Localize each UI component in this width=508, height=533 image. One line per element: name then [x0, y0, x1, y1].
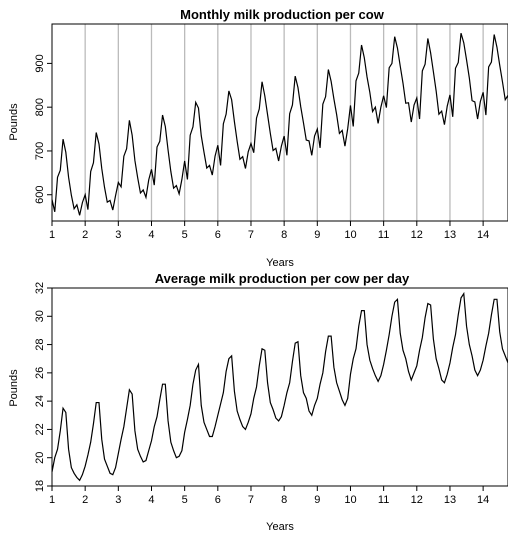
y-tick-label: 26: [34, 367, 46, 379]
x-tick-label: 7: [248, 229, 254, 241]
x-tick-label: 5: [182, 229, 188, 241]
x-tick-label: 4: [148, 229, 154, 241]
y-tick-label: 600: [34, 186, 46, 204]
x-tick-label: 9: [314, 229, 320, 241]
y-tick-label: 700: [34, 142, 46, 160]
x-axis-label: Years: [266, 257, 294, 269]
x-tick-label: 12: [411, 229, 423, 241]
y-tick-label: 32: [34, 282, 46, 294]
y-axis-label: Pounds: [8, 103, 20, 141]
x-tick-label: 14: [477, 494, 489, 506]
x-tick-label: 8: [281, 229, 287, 241]
x-tick-label: 13: [444, 229, 456, 241]
x-axis-ticks: 1 2 3 4 5 6 7 8 9 10 11 12 13 14: [49, 486, 489, 506]
x-tick-label: 14: [477, 229, 489, 241]
y-tick-label: 28: [34, 338, 46, 350]
x-tick-label: 1: [49, 494, 55, 506]
x-tick-label: 8: [281, 494, 287, 506]
y-tick-label: 22: [34, 423, 46, 435]
x-tick-label: 4: [148, 494, 154, 506]
x-tick-label: 2: [82, 229, 88, 241]
series-line: [51, 291, 508, 482]
x-tick-label: 10: [344, 229, 356, 241]
x-tick-label: 6: [215, 494, 221, 506]
chart-title: Average milk production per cow per day: [155, 271, 410, 286]
y-axis-label: Pounds: [8, 369, 20, 407]
x-tick-label: 13: [444, 494, 456, 506]
x-tick-label: 2: [82, 494, 88, 506]
x-tick-label: 12: [411, 494, 423, 506]
y-tick-label: 800: [34, 98, 46, 116]
y-tick-label: 30: [34, 310, 46, 322]
x-tick-label: 3: [115, 494, 121, 506]
year-gridlines: [84, 24, 484, 221]
x-tick-label: 9: [314, 494, 320, 506]
x-tick-label: 11: [378, 229, 389, 241]
monthly-production-chart: Monthly milk production per cow 600 700 80…: [8, 7, 508, 269]
x-tick-label: 5: [182, 494, 188, 506]
y-axis-ticks: 18 20 22 24 26 28 30 32: [34, 282, 52, 492]
x-tick-label: 10: [344, 494, 356, 506]
y-tick-label: 900: [34, 54, 46, 72]
x-axis-ticks: 1 2 3 4 5 6 7 8 9 10 11 12 13 14: [49, 221, 489, 241]
series-line: [51, 33, 508, 216]
x-tick-label: 3: [115, 229, 121, 241]
plot-frame: [51, 23, 508, 222]
y-tick-label: 20: [34, 452, 46, 464]
plot-frame: [51, 287, 508, 487]
y-axis-ticks: 600 700 800 900: [34, 54, 52, 204]
x-tick-label: 11: [378, 494, 389, 506]
chart-title: Monthly milk production per cow: [180, 7, 385, 22]
x-tick-label: 6: [215, 229, 221, 241]
x-axis-label: Years: [266, 521, 294, 533]
x-tick-label: 7: [248, 494, 254, 506]
daily-production-chart: Average milk production per cow per day …: [8, 271, 508, 533]
y-tick-label: 18: [34, 480, 46, 492]
y-tick-label: 24: [34, 395, 46, 407]
x-tick-label: 1: [49, 229, 55, 241]
